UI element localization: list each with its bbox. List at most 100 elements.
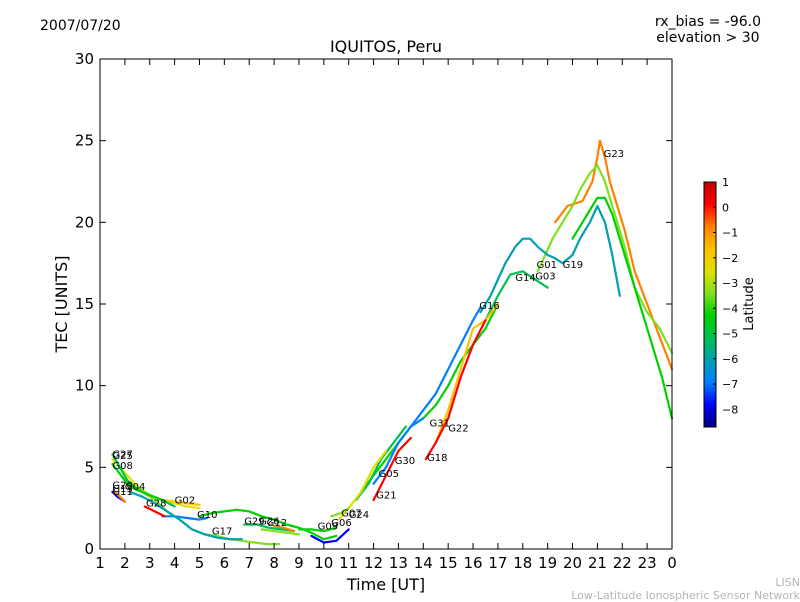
x-tick-label: 21 — [588, 554, 607, 572]
prn-label-g13: G13 — [112, 484, 132, 495]
series-line-g10 — [161, 515, 208, 521]
x-tick-label: 0 — [667, 554, 677, 572]
y-tick-label: 25 — [75, 132, 94, 150]
prn-label-g31: G31 — [430, 419, 450, 430]
series-line-g14 — [479, 204, 621, 314]
colorbar-tick-label: −8 — [722, 403, 738, 416]
x-axis: 1 2 3 4 5 6 7 8 9 10 11 12 13 14 15 16 17 18 19 20 21 22 23 0 — [95, 59, 677, 572]
prn-label-g19: G19 — [563, 260, 583, 271]
chart-title: IQUITOS, Peru — [329, 37, 443, 56]
x-tick-label: 15 — [439, 554, 458, 572]
colorbar-tick-label: −7 — [722, 378, 738, 391]
series-line-g22 — [434, 302, 499, 444]
prn-label-g03: G03 — [535, 272, 555, 283]
y-tick-label: 30 — [75, 50, 94, 68]
x-tick-label: 5 — [195, 554, 205, 572]
x-tick-label: 16 — [463, 554, 482, 572]
series-line-g18 — [424, 319, 487, 461]
elevation-label: elevation > 30 — [656, 30, 760, 46]
series-line-g20 — [113, 490, 127, 503]
prn-label-g22: G22 — [448, 423, 468, 434]
colorbar-tick-label: −3 — [722, 277, 738, 290]
prn-label-g20: G20 — [112, 481, 132, 492]
footer-line2: Low-Latitude Ionospheric Sensor Network — [571, 589, 800, 602]
prn-label-g24: G24 — [349, 510, 369, 521]
prn-label-g04: G04 — [125, 482, 145, 493]
x-tick-label: 11 — [339, 554, 358, 572]
colorbar-tick-label: −2 — [722, 252, 738, 265]
series-line-g13 — [128, 490, 243, 541]
x-tick-label: 23 — [638, 554, 657, 572]
footer-line1: LISN — [775, 576, 800, 589]
colorbar-tick-label: −6 — [722, 353, 738, 366]
x-tick-label: 9 — [294, 554, 304, 572]
series-line-g29 — [243, 523, 296, 533]
series-line-g28 — [143, 505, 166, 518]
series-line-g07 — [330, 507, 350, 518]
y-tick-label: 20 — [75, 213, 94, 231]
y-tick-label: 5 — [84, 458, 94, 476]
prn-label-g27: G27 — [112, 450, 132, 461]
y-axis-label: TEC [UNITS] — [52, 256, 71, 354]
x-tick-label: 3 — [145, 554, 155, 572]
prn-label-g09: G09 — [318, 521, 338, 532]
series-line-g08 — [111, 463, 164, 502]
x-tick-label: 18 — [513, 554, 532, 572]
x-tick-label: 6 — [220, 554, 230, 572]
prn-label-g01: G01 — [537, 260, 557, 271]
x-tick-label: 10 — [314, 554, 333, 572]
x-tick-label: 22 — [613, 554, 632, 572]
series-line-g17 — [198, 508, 338, 541]
prn-label-g18: G18 — [427, 453, 447, 464]
colorbar-tick-label: −4 — [722, 302, 738, 315]
x-tick-label: 4 — [170, 554, 180, 572]
footer: LISN Low-Latitude Ionospheric Sensor Net… — [571, 576, 800, 602]
x-tick-label: 2 — [120, 554, 130, 572]
x-tick-label: 8 — [269, 554, 279, 572]
series-line-g12 — [273, 524, 296, 533]
prn-label-g16: G16 — [479, 301, 499, 312]
series-line-g30 — [372, 417, 425, 485]
prn-label-g26: G26 — [259, 517, 279, 528]
prn-label-g12: G12 — [267, 518, 287, 529]
series-line-g03 — [484, 270, 549, 322]
colorbar-tick-label: −5 — [722, 328, 738, 341]
rx-bias-block: rx_bias = -96.0 elevation > 30 — [655, 14, 761, 46]
x-tick-label: 13 — [389, 554, 408, 572]
prn-label-g06: G06 — [331, 518, 351, 529]
prn-label-g28: G28 — [146, 499, 166, 510]
y-tick-label: 0 — [84, 540, 94, 558]
x-tick-label: 14 — [414, 554, 433, 572]
prn-label-g23: G23 — [604, 149, 624, 160]
prn-label-g21: G21 — [376, 490, 396, 501]
x-axis-label: Time [UT] — [346, 575, 425, 594]
series-line-g19 — [571, 196, 674, 420]
y-tick-label: 10 — [75, 377, 94, 395]
prn-label-g25: G25 — [112, 451, 132, 462]
colorbar-tick-label: −1 — [722, 227, 738, 240]
y-axis: 0 5 10 15 20 25 30 — [75, 50, 672, 558]
series-line-g16 — [409, 306, 482, 428]
x-tick-label: 20 — [563, 554, 582, 572]
prn-label-g08: G08 — [112, 461, 132, 472]
y-tick-label: 15 — [75, 295, 94, 313]
colorbar-label: Latitude — [742, 277, 757, 331]
x-tick-label: 7 — [244, 554, 254, 572]
series-line-g23 — [553, 139, 674, 371]
prn-label-g14: G14 — [515, 273, 535, 284]
x-tick-label: 1 — [95, 554, 105, 572]
prn-label-g30: G30 — [395, 456, 415, 467]
prn-label-g10: G10 — [197, 510, 217, 521]
series-line-g06 — [310, 528, 350, 544]
prn-label-g05: G05 — [379, 469, 399, 480]
colorbar-scale — [703, 181, 717, 428]
prn-label-g29: G29 — [244, 517, 264, 528]
colorbar: 1 0 −1 −2 −3 −4 −5 −6 −7 −8 — [703, 176, 738, 428]
prn-label-g02: G02 — [175, 495, 195, 506]
x-tick-label: 17 — [488, 554, 507, 572]
series-line-g01 — [536, 164, 674, 355]
date-label: 2007/07/20 — [40, 18, 121, 34]
series-line-g26 — [260, 528, 301, 536]
series-line-g21 — [372, 436, 412, 502]
